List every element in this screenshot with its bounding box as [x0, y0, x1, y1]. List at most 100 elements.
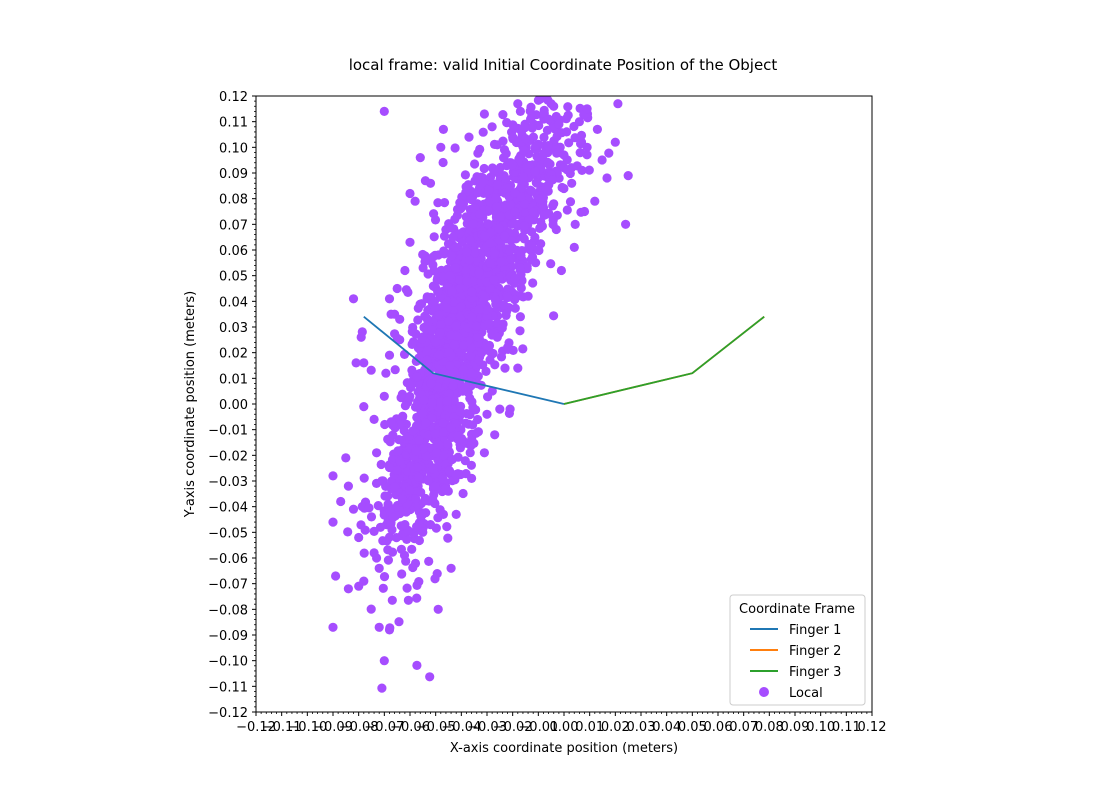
scatter-point: [541, 182, 551, 192]
scatter-point: [434, 310, 444, 320]
scatter-point: [384, 462, 395, 473]
scatter-point: [395, 456, 405, 466]
y-tick-label: −0.07: [208, 578, 248, 593]
scatter-point: [584, 165, 594, 175]
scatter-point: [520, 134, 531, 144]
scatter-point: [400, 520, 410, 530]
scatter-point: [549, 101, 559, 111]
scatter-point: [438, 157, 448, 168]
y-tick-label: −0.06: [208, 552, 248, 567]
scatter-point: [482, 409, 492, 419]
scatter-point: [451, 509, 461, 519]
scatter-point: [582, 142, 592, 152]
scatter-point: [562, 165, 572, 175]
scatter-point: [384, 294, 395, 304]
scatter-point: [505, 200, 515, 210]
y-tick-label: −0.02: [208, 449, 248, 464]
scatter-point: [360, 525, 370, 535]
chart-title: local frame: valid Initial Coordinate Po…: [349, 56, 778, 74]
scatter-point: [412, 372, 422, 382]
scatter-point: [429, 266, 439, 276]
scatter-point: [461, 266, 471, 276]
scatter-point: [449, 395, 459, 405]
scatter-point: [510, 295, 520, 305]
scatter-point: [515, 106, 526, 116]
scatter-point: [597, 155, 607, 165]
scatter-point: [431, 448, 442, 458]
scatter-point: [430, 481, 440, 491]
scatter-point: [379, 572, 390, 582]
y-tick-label: 0.00: [219, 398, 248, 413]
scatter-point: [387, 455, 398, 465]
scatter-point: [438, 474, 448, 484]
scatter-point: [518, 172, 529, 182]
scatter-point: [479, 448, 489, 458]
scatter-point: [515, 312, 526, 322]
scatter-point: [523, 291, 533, 301]
scatter-point: [400, 401, 410, 411]
x-tick-label: −0.12: [236, 720, 276, 735]
scatter-point: [341, 453, 351, 463]
scatter-point: [390, 365, 400, 375]
y-tick-label: 0.05: [219, 270, 248, 285]
scatter-point: [374, 563, 384, 573]
x-tick-label: 0.07: [729, 720, 758, 735]
scatter-point: [413, 472, 424, 482]
x-tick-label: −0.06: [390, 720, 430, 735]
scatter-point: [452, 331, 462, 341]
scatter-point: [489, 249, 499, 259]
scatter-point: [451, 242, 461, 252]
scatter-point: [418, 408, 428, 419]
scatter-point: [495, 404, 505, 414]
scatter-point: [411, 446, 421, 456]
scatter-point: [532, 178, 542, 188]
legend-label-local: Local: [789, 686, 823, 701]
legend-label-finger-3: Finger 3: [789, 665, 841, 680]
legend-box: [729, 594, 866, 706]
scatter-point: [387, 525, 397, 535]
scatter-point: [439, 231, 450, 241]
scatter-point: [565, 197, 576, 207]
scatter-point: [399, 349, 410, 359]
scatter-point: [343, 527, 353, 537]
scatter-point: [446, 563, 456, 573]
scatter-point: [372, 448, 382, 458]
scatter-point: [430, 574, 440, 584]
scatter-point: [443, 316, 454, 326]
scatter-point: [499, 231, 510, 241]
scatter-point: [381, 368, 391, 378]
scatter-point: [392, 465, 402, 475]
scatter-point: [348, 504, 359, 514]
scatter-point: [531, 141, 541, 151]
y-tick-label: 0.03: [219, 321, 248, 336]
scatter-point: [423, 317, 433, 327]
scatter-point: [509, 123, 519, 133]
y-tick-label: 0.07: [219, 218, 248, 233]
scatter-point: [516, 283, 526, 293]
scatter-point: [492, 140, 502, 150]
scatter-point: [527, 252, 538, 262]
scatter-point: [470, 159, 480, 169]
scatter-point: [519, 199, 530, 209]
y-tick-label: −0.04: [208, 501, 248, 516]
scatter-point: [520, 123, 530, 133]
x-tick-label: 0.08: [755, 720, 784, 735]
scatter-point: [574, 117, 585, 127]
scatter-point: [556, 265, 567, 276]
scatter-point: [479, 163, 489, 174]
scatter-point: [496, 352, 507, 362]
scatter-point: [394, 617, 404, 627]
scatter-point: [364, 503, 374, 513]
scatter-point: [509, 219, 520, 229]
scatter-point: [412, 462, 423, 472]
scatter-point: [366, 512, 377, 522]
scatter-point: [501, 149, 511, 159]
scatter-point: [443, 533, 453, 543]
scatter-point: [522, 262, 532, 272]
scatter-point: [450, 143, 460, 153]
scatter-point: [569, 242, 579, 252]
scatter-point: [472, 332, 483, 342]
scatter-point: [460, 456, 470, 466]
scatter-point: [506, 254, 516, 264]
scatter-point: [519, 145, 529, 155]
